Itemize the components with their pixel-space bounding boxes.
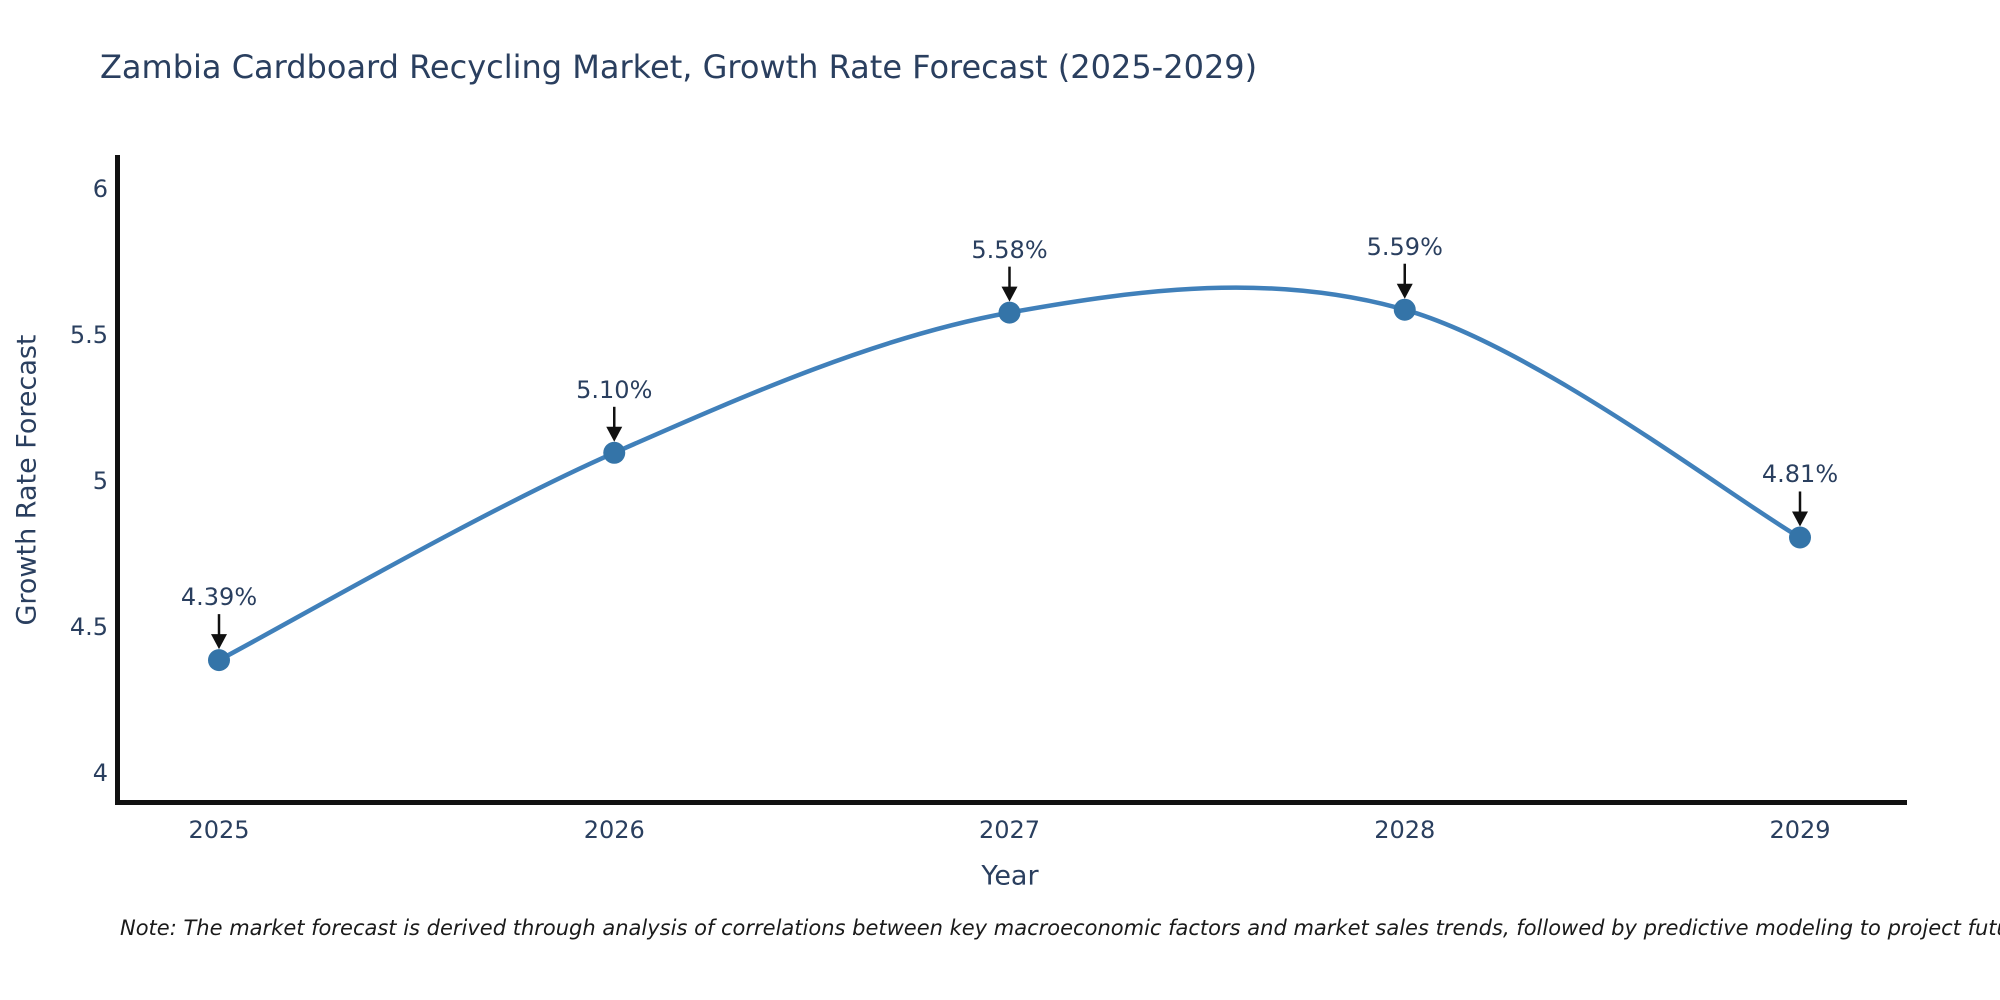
data-point-2026[interactable] [603, 441, 626, 464]
point-annotation: 4.81% [1761, 460, 1839, 489]
chart-title: Zambia Cardboard Recycling Market, Growt… [100, 48, 1258, 86]
data-point-2028[interactable] [1393, 298, 1416, 321]
y-tick-label: 5.5 [69, 321, 108, 349]
y-tick-label: 5 [92, 467, 108, 495]
point-annotation: 4.39% [180, 583, 258, 612]
point-annotation: 5.59% [1366, 232, 1443, 261]
x-tick-label: 2028 [1374, 816, 1436, 844]
data-point-2027[interactable] [998, 301, 1021, 324]
annotation-arrowhead-icon [606, 426, 623, 442]
y-axis-line [115, 155, 120, 805]
y-tick-label: 4 [92, 759, 108, 787]
x-tick-label: 2029 [1769, 816, 1831, 844]
point-annotation: 5.58% [971, 235, 1048, 264]
x-tick-label: 2027 [978, 816, 1041, 844]
data-point-2029[interactable] [1789, 526, 1811, 549]
forecast-line [216, 285, 1803, 663]
y-tick-label: 6 [92, 175, 108, 203]
annotation-arrowhead-icon [211, 634, 227, 650]
annotation-arrowhead-icon [1792, 511, 1808, 527]
point-annotation: 5.10% [576, 375, 653, 404]
footnote: Note: The market forecast is derived thr… [120, 916, 2000, 940]
annotation-arrowhead-icon [1001, 286, 1018, 302]
x-axis-line [115, 800, 1907, 805]
x-tick-label: 2025 [188, 816, 250, 844]
x-tick-label: 2026 [583, 816, 645, 844]
data-point-2025[interactable] [208, 649, 230, 672]
y-tick-label: 4.5 [69, 613, 108, 641]
annotation-arrowhead-icon [1396, 283, 1413, 299]
x-axis-title: Year [981, 860, 1039, 892]
